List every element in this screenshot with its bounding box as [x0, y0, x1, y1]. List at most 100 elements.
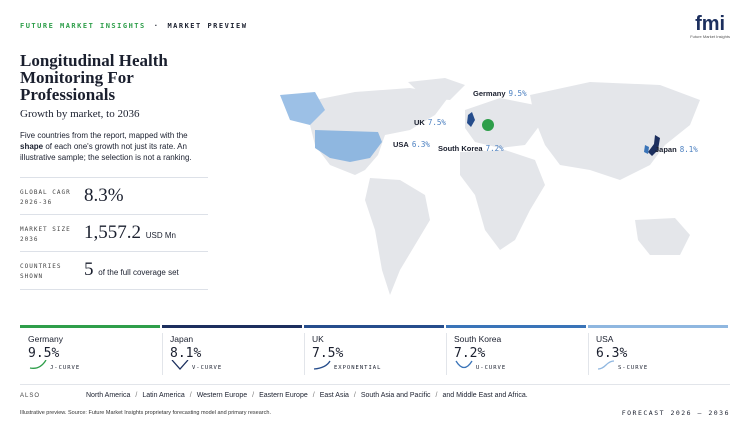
header: FUTURE MARKET INSIGHTS · MARKET PREVIEW: [20, 22, 255, 30]
card-cagr: 6.3%: [596, 346, 628, 361]
stat-label: GLOBAL CAGR 2026-36: [20, 189, 71, 206]
card-cagr: 7.2%: [454, 346, 486, 361]
forecast: FORECAST 2026 – 2036: [621, 409, 730, 417]
card-divider: [588, 333, 589, 375]
region: Eastern Europe: [259, 392, 308, 399]
curve-shape: [597, 360, 615, 370]
card-divider: [162, 333, 163, 375]
curve-label: J-CURVE: [50, 365, 81, 371]
country-name: Germany: [473, 89, 506, 98]
uk-shape: [467, 112, 475, 127]
card-name: USA: [596, 334, 614, 344]
separator: ·: [153, 22, 160, 30]
curve-label: U-CURVE: [476, 365, 507, 371]
stat: MARKET SIZE 2036 1,557.2 USD Mn: [20, 214, 208, 252]
card-divider: [446, 333, 447, 375]
market-card: UK 7.5% EXPONENTIAL: [304, 325, 444, 380]
stat-label: COUNTRIES SHOWN: [20, 263, 62, 280]
stat-number: 8.3%: [84, 185, 124, 206]
card-cagr: 9.5%: [28, 346, 60, 361]
alaska: [280, 92, 325, 125]
brand: FUTURE MARKET INSIGHTS: [20, 22, 146, 30]
stat-value: 5 of the full coverage set: [84, 259, 179, 281]
stat-unit: USD Mn: [145, 231, 176, 240]
region-separator: /: [135, 392, 138, 399]
stat-unit: of the full coverage set: [98, 268, 179, 277]
card-cagr: 7.5%: [312, 346, 344, 361]
stat: COUNTRIES SHOWN 5 of the full coverage se…: [20, 251, 208, 290]
subtitle: Growth by market, to 2036: [20, 108, 140, 120]
map-label: Germany 9.5%: [473, 89, 527, 98]
korea-shape: [644, 145, 649, 154]
also-label: ALSO: [20, 393, 41, 399]
map-label: UK 7.5%: [414, 118, 446, 127]
curve-label: EXPONENTIAL: [334, 365, 382, 371]
stat-label: MARKET SIZE 2036: [20, 226, 71, 243]
market-card: Germany 9.5% J-CURVE: [20, 325, 160, 380]
curve-icon: [171, 360, 189, 370]
card-name: Japan: [170, 334, 194, 344]
region-separator: /: [252, 392, 255, 399]
country-name: Japan: [655, 145, 677, 154]
map-label: Japan 8.1%: [655, 145, 698, 154]
stat-value: 1,557.2 USD Mn: [84, 222, 176, 244]
country-cagr: 7.2%: [485, 144, 504, 153]
world-map: [280, 78, 700, 295]
card-cagr: 8.1%: [170, 346, 202, 361]
country-cagr: 7.5%: [427, 118, 446, 127]
curve-icon: [597, 360, 615, 370]
logo-caption: Future Market Insights: [690, 34, 730, 39]
region: North America: [86, 392, 131, 399]
region: South Asia and Pacific: [360, 392, 431, 399]
text: Five countries from the report, mapped w…: [20, 131, 188, 140]
germany-shape: [482, 119, 494, 131]
country-cagr: 8.1%: [679, 145, 698, 154]
card-name: South Korea: [454, 334, 502, 344]
map-label: South Korea 7.2%: [438, 144, 504, 153]
stat: GLOBAL CAGR 2026-36 8.3%: [20, 177, 208, 215]
region-separator: /: [312, 392, 315, 399]
market-card: South Korea 7.2% U-CURVE: [446, 325, 586, 380]
region: and Middle East and Africa.: [442, 392, 528, 399]
curve-shape: [455, 360, 473, 369]
card-name: Germany: [28, 334, 63, 344]
curve-shape: [313, 360, 331, 370]
usa-shape: [315, 130, 382, 162]
market-card: USA 6.3% S-CURVE: [588, 325, 728, 380]
text: of each one's growth not just its rate. …: [20, 142, 192, 162]
stat-number: 5: [84, 259, 94, 280]
stat-number: 1,557.2: [84, 222, 141, 243]
curve-shape: [29, 360, 47, 369]
country-cagr: 9.5%: [508, 89, 527, 98]
curve-icon: [455, 360, 473, 369]
emphasis: shape: [20, 142, 44, 151]
country-name: UK: [414, 118, 425, 127]
country-name: South Korea: [438, 144, 483, 153]
card-name: UK: [312, 334, 324, 344]
section: MARKET PREVIEW: [167, 22, 248, 30]
region: Western Europe: [196, 392, 248, 399]
market-card: Japan 8.1% V-CURVE: [162, 325, 302, 380]
map-label: USA 6.3%: [393, 140, 430, 149]
title: Longitudinal Health Monitoring For Profe…: [20, 51, 168, 104]
also-row: ALSO North America / Latin America / Western …: [20, 384, 730, 399]
curve-label: V-CURVE: [192, 365, 223, 371]
region-separator: /: [353, 392, 356, 399]
landmass: [310, 78, 700, 295]
stat-value: 8.3%: [84, 185, 124, 207]
card-divider: [304, 333, 305, 375]
region: East Asia: [319, 392, 349, 399]
country-cagr: 6.3%: [411, 140, 430, 149]
region-separator: /: [189, 392, 192, 399]
logo: fmi Future Market Insights: [690, 14, 730, 39]
region: Latin America: [142, 392, 185, 399]
description: Five countries from the report, mapped w…: [20, 130, 210, 163]
curve-icon: [29, 360, 47, 369]
source: Illustrative preview. Source: Future Mar…: [20, 410, 271, 416]
japan-shape: [648, 135, 660, 156]
region-separator: /: [435, 392, 438, 399]
curve-shape: [171, 360, 189, 370]
country-name: USA: [393, 140, 409, 149]
curve-icon: [313, 360, 331, 370]
